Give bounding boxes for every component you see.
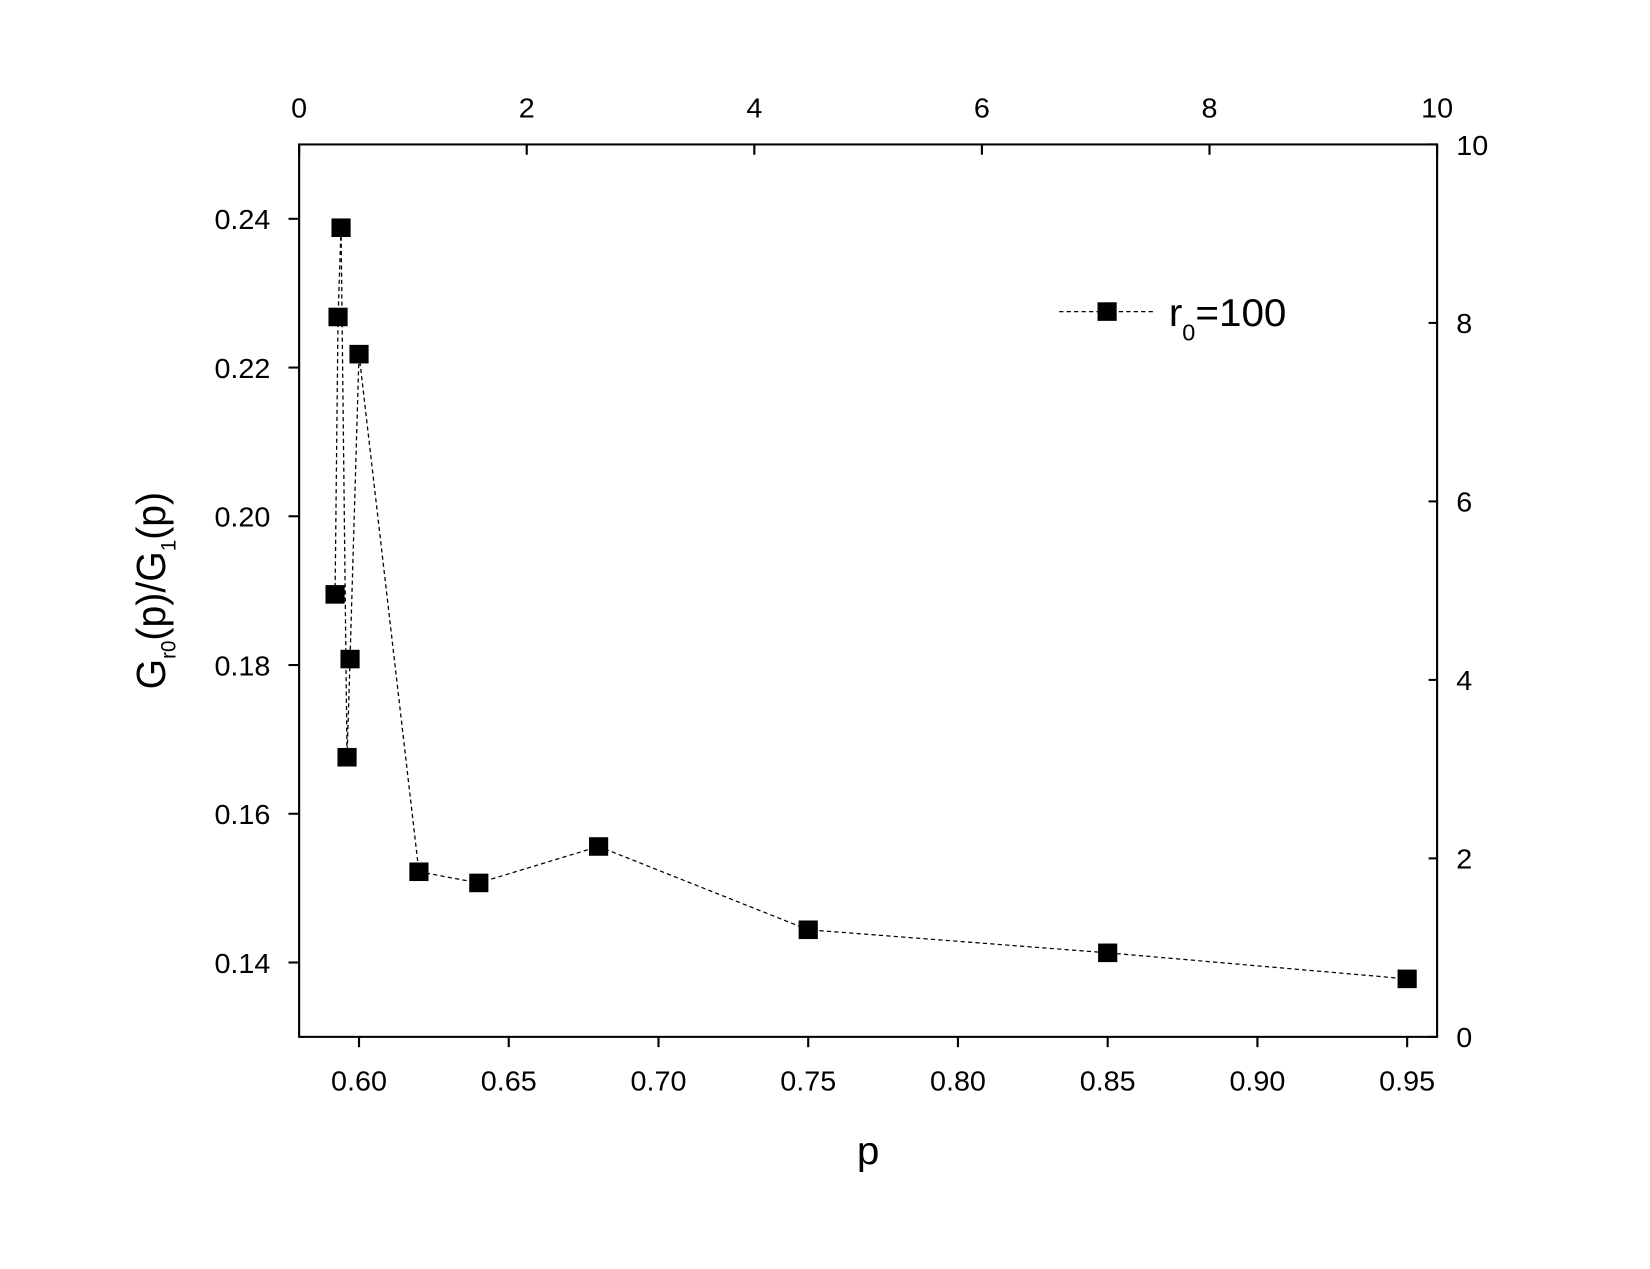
legend-label-part: r [1169, 292, 1182, 335]
marker [798, 920, 818, 940]
y-axis-label-part: (p)/G [129, 551, 174, 640]
x-axis-label: p [857, 1129, 880, 1172]
marker [1098, 943, 1118, 963]
y-axis-label-subscript: 1 [157, 540, 180, 551]
y-axis-label-part: (p) [129, 492, 174, 540]
marker [469, 873, 489, 893]
x2-tick-label: 2 [519, 92, 535, 123]
marker [331, 218, 351, 238]
marker [325, 585, 345, 604]
x2-tick-label: 10 [1421, 92, 1453, 123]
x2-tick-label: 4 [746, 92, 762, 123]
marker [328, 307, 348, 327]
y2-tick-label: 0 [1456, 1022, 1472, 1053]
series-line [334, 227, 1408, 980]
y-tick-label: 0.20 [214, 501, 270, 532]
x-tick-label: 0.80 [930, 1065, 986, 1096]
x-tick-label: 0.90 [1229, 1065, 1285, 1096]
y-axis-label-subscript: r0 [157, 641, 180, 659]
legend-label: r0=100 [1169, 292, 1287, 346]
marker [337, 747, 357, 767]
y-tick-label: 0.24 [214, 204, 270, 235]
x-tick-label: 0.65 [481, 1065, 537, 1096]
x-tick-label: 0.70 [631, 1065, 687, 1096]
x-tick-label: 0.75 [780, 1065, 836, 1096]
legend-label-part: =100 [1195, 292, 1286, 335]
y-tick-label: 0.14 [214, 947, 270, 978]
marker [340, 649, 360, 669]
x-tick-label: 0.95 [1379, 1065, 1435, 1096]
x2-tick-label: 0 [291, 92, 307, 123]
legend-marker [1097, 302, 1117, 321]
y-axis-label: Gr0(p)/G1(p) [129, 492, 180, 690]
y2-tick-label: 2 [1456, 843, 1472, 874]
y2-tick-label: 8 [1456, 308, 1472, 339]
marker [1397, 969, 1417, 989]
y-axis-label-part: G [129, 659, 174, 689]
y2-tick-label: 4 [1456, 665, 1472, 696]
x2-tick-label: 6 [974, 92, 990, 123]
x-tick-label: 0.60 [331, 1065, 387, 1096]
y2-tick-label: 6 [1456, 486, 1472, 517]
marker [409, 862, 429, 882]
y-tick-label: 0.16 [214, 798, 270, 829]
marker [589, 837, 609, 856]
y2-tick-label: 10 [1456, 129, 1488, 160]
legend-label-subscript: 0 [1182, 320, 1195, 346]
marker [349, 344, 369, 364]
x-tick-label: 0.85 [1080, 1065, 1136, 1096]
x2-tick-label: 8 [1202, 92, 1218, 123]
y-tick-label: 0.18 [214, 650, 270, 681]
y-tick-label: 0.22 [214, 352, 270, 383]
plot-frame [298, 143, 1439, 1038]
